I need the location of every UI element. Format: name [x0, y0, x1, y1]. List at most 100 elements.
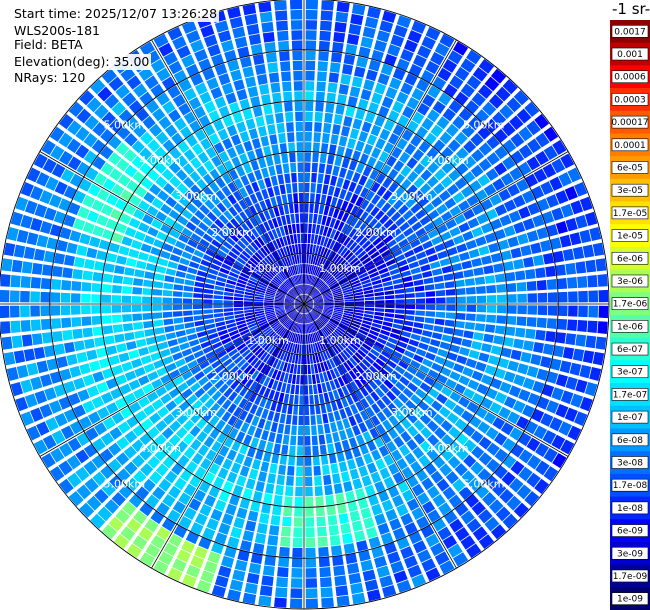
ray-gate: [471, 392, 484, 405]
ray-gate: [202, 254, 214, 263]
ray-gate: [333, 308, 344, 313]
ray-gate: [516, 484, 532, 500]
ray-gate: [386, 359, 397, 369]
ray-gate: [346, 562, 360, 575]
ray-gate: [310, 311, 318, 319]
ray-gate: [320, 340, 327, 350]
ray-gate: [530, 242, 542, 254]
ray-gate: [94, 422, 108, 436]
ray-gate: [58, 113, 74, 130]
ray-gate: [110, 387, 123, 400]
ray-gate: [192, 298, 203, 304]
ray-gate: [341, 157, 351, 169]
ray-gate: [239, 346, 249, 355]
colorbar-tick-label: 3e-08: [617, 459, 643, 469]
ray-gate: [96, 347, 108, 358]
ray-gate: [313, 305, 324, 308]
ray-gate: [485, 168, 499, 182]
ray-gate: [133, 470, 147, 484]
ray-gate: [226, 449, 237, 461]
ray-gate: [215, 281, 226, 287]
ray-gate: [211, 239, 222, 249]
ray-gate: [313, 132, 321, 143]
ray-gate: [350, 403, 359, 415]
ray-gate: [442, 59, 458, 73]
ray-gate: [572, 246, 585, 260]
ray-gate: [153, 319, 164, 327]
ray-gate: [273, 323, 282, 331]
ray-gate: [233, 394, 243, 406]
ray-gate: [382, 10, 397, 24]
ray-gate: [332, 473, 341, 484]
ray-gate: [210, 337, 221, 345]
ray-gate: [513, 90, 529, 106]
ray-gate: [54, 412, 68, 427]
ray-gate: [271, 279, 281, 286]
ray-gate: [164, 124, 178, 138]
colorbar-tick-label: 1e-07: [617, 413, 643, 423]
ray-gate: [273, 277, 282, 285]
ray-gate: [513, 221, 526, 234]
ray-gate: [378, 151, 390, 163]
ray-gate: [380, 532, 394, 545]
ray-gate: [387, 194, 399, 206]
ray-gate: [341, 263, 351, 272]
ray-gate: [190, 365, 202, 375]
ray-gate: [110, 208, 123, 221]
ray-gate: [106, 402, 119, 415]
ray-gate: [42, 158, 57, 174]
ray-gate: [289, 0, 303, 10]
ray-gate: [258, 513, 270, 524]
ray-gate: [393, 160, 405, 172]
ray-gate: [494, 368, 506, 380]
ray-gate: [352, 446, 362, 458]
ray-gate: [327, 515, 338, 526]
ray-gate: [279, 237, 285, 247]
ray-gate: [131, 140, 145, 154]
ray-gate: [243, 334, 253, 342]
ray-gate: [111, 285, 122, 294]
ray-gate: [200, 259, 211, 267]
ray-gate: [541, 384, 555, 397]
ray-gate: [415, 370, 427, 381]
ray-gate: [210, 223, 221, 234]
ray-gate: [417, 196, 430, 208]
ray-gate: [325, 324, 334, 333]
ray-gate: [368, 59, 381, 72]
ray-gate: [331, 315, 342, 321]
ray-gate: [347, 345, 357, 354]
ray-gate: [364, 243, 375, 253]
ray-gate: [183, 507, 197, 521]
ray-gate: [254, 347, 263, 357]
ray-gate: [26, 232, 39, 246]
ray-gate: [291, 30, 303, 40]
ray-gate: [217, 128, 229, 141]
ray-gate: [564, 407, 578, 422]
ray-gate: [102, 228, 114, 240]
ray-gate: [304, 203, 309, 213]
ray-gate: [400, 165, 412, 177]
ray-gate: [350, 13, 364, 26]
ray-gate: [320, 143, 329, 154]
ray-gate: [304, 425, 311, 436]
ray-gate: [427, 369, 439, 380]
ray-gate: [349, 468, 360, 480]
ray-gate: [371, 546, 384, 559]
ray-gate: [345, 106, 356, 118]
ray-gate: [234, 383, 244, 394]
ray-gate: [272, 335, 280, 345]
ray-gate: [206, 211, 218, 222]
ray-gate: [321, 287, 330, 294]
ray-gate: [324, 260, 332, 270]
ray-gate: [454, 66, 470, 81]
ray-gate: [505, 326, 516, 336]
ray-gate: [410, 203, 422, 214]
ray-gate: [344, 406, 353, 417]
ray-gate: [294, 304, 302, 306]
ray-gate: [332, 42, 344, 53]
ray-gate: [440, 211, 453, 222]
ray-gate: [301, 314, 303, 324]
ray-gate: [79, 233, 91, 245]
ray-gate: [348, 159, 358, 171]
ray-gate: [153, 359, 165, 369]
